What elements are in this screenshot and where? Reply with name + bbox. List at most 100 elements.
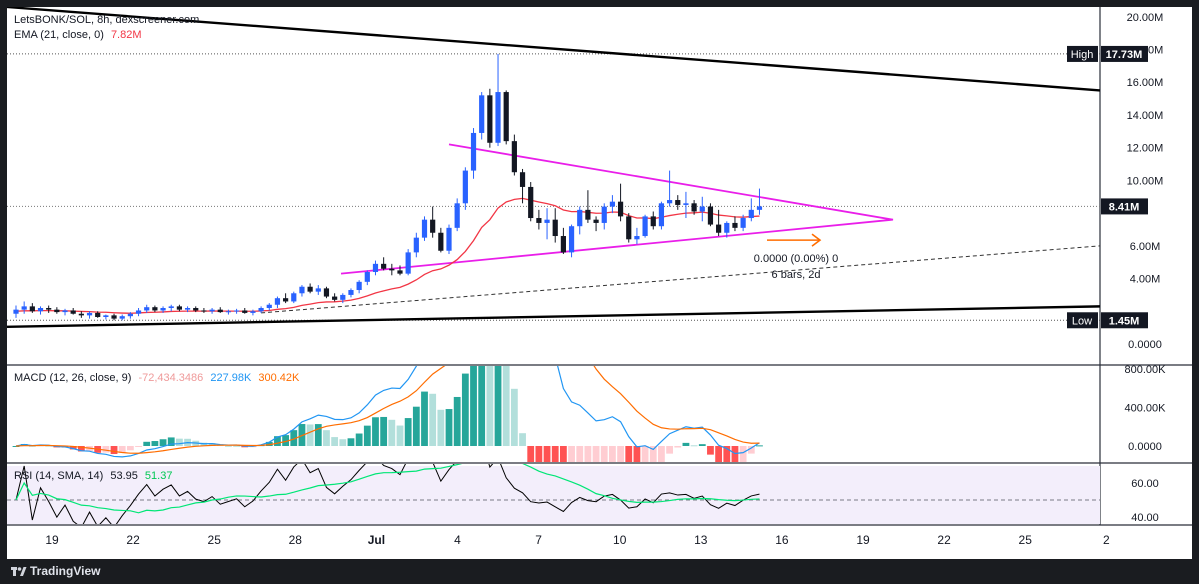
- candle-42: [356, 281, 362, 291]
- candle-32: [274, 298, 281, 305]
- macd-hist-bar-82: [682, 442, 690, 446]
- high-value: 17.73M: [1106, 49, 1143, 61]
- high-label: High: [1071, 49, 1094, 61]
- macd-hist-bar-70: [584, 446, 592, 462]
- candle-44: [372, 263, 379, 273]
- candle-27: [233, 310, 240, 312]
- candle-15: [135, 310, 142, 314]
- candle-76: [634, 236, 640, 240]
- macd-hist-bar-45: [380, 416, 388, 446]
- candle-82: [683, 203, 689, 205]
- macd-hist-bar-64: [535, 446, 543, 462]
- legend-macd-label: MACD (12, 26, close, 9): [14, 372, 132, 384]
- time-tick-label: 13: [694, 533, 708, 547]
- candle-33: [283, 298, 289, 302]
- legend-rsi-sma: 51.37: [144, 470, 173, 482]
- candle-37: [315, 288, 321, 292]
- macd-hist-bar-65: [543, 446, 551, 462]
- macd-hist-bar-0: [12, 446, 20, 447]
- macd-hist-bar-46: [388, 419, 396, 446]
- macd-hist-bar-31: [265, 441, 273, 446]
- candle-40: [340, 294, 346, 300]
- macd-hist-bar-80: [666, 446, 673, 454]
- time-tick-label: 19: [856, 533, 870, 547]
- upper-trendline: [7, 7, 1101, 92]
- candle-28: [242, 310, 248, 313]
- candle-73: [609, 201, 616, 207]
- macd-hist-bar-37: [314, 424, 322, 446]
- macd-hist-bar-73: [609, 446, 616, 462]
- macd-hist-bar-84: [698, 444, 706, 446]
- candle-26: [225, 311, 232, 313]
- tradingview-logo-icon: [11, 567, 27, 576]
- macd-hist-bar-47: [396, 425, 404, 446]
- rsi-pane: [7, 464, 1100, 524]
- macd-hist-bar-2: [28, 445, 36, 447]
- high-value-box: [1101, 45, 1148, 62]
- candle-90: [748, 209, 754, 219]
- candle-77: [642, 216, 648, 237]
- macd-hist-bar-51: [429, 393, 437, 446]
- macd-hist-bar-15: [135, 446, 142, 447]
- macd-hist-bar-58: [486, 366, 494, 446]
- candle-53: [446, 227, 452, 251]
- candle-78: [650, 216, 656, 227]
- macd-hist-bar-59: [494, 366, 502, 446]
- candle-14: [127, 313, 133, 317]
- macd-hist-bar-67: [559, 446, 567, 462]
- candle-83: [691, 203, 697, 212]
- macd-hist-bar-7: [69, 446, 77, 450]
- projection-arrow-head: [811, 233, 822, 247]
- candle-86: [716, 224, 722, 233]
- candle-25: [217, 309, 223, 313]
- candle-56: [470, 132, 477, 171]
- time-tick-label: 22: [937, 533, 951, 547]
- macd-hist-bar-72: [600, 446, 608, 462]
- macd-hist-bar-36: [306, 424, 314, 446]
- candle-30: [258, 308, 264, 312]
- candle-74: [617, 201, 624, 217]
- macd-hist-bar-20: [176, 438, 183, 446]
- candle-19: [168, 306, 174, 309]
- macd-hist-bar-63: [527, 446, 535, 462]
- rsi-tick-label: 60.00: [1131, 478, 1159, 490]
- macd-hist-bar-33: [282, 435, 290, 446]
- macd-hist-bar-50: [421, 391, 428, 446]
- dashed-trendline: [261, 245, 1101, 314]
- candle-10: [95, 312, 101, 318]
- time-tick-label: 25: [208, 533, 222, 547]
- macd-hist-bar-81: [674, 446, 682, 448]
- time-tick-label: 19: [45, 533, 59, 547]
- macd-hist-bar-86: [715, 446, 723, 462]
- price-tick-label: 4.00M: [1130, 274, 1161, 286]
- candle-89: [740, 218, 746, 228]
- macd-hist-bar-66: [551, 446, 559, 462]
- macd-hist-bar-61: [510, 388, 518, 446]
- candle-54: [454, 203, 460, 228]
- candle-0: [13, 309, 19, 314]
- candle-4: [46, 308, 52, 310]
- low-tag: [1067, 312, 1098, 329]
- candle-81: [675, 200, 681, 205]
- macd-hist-bar-34: [290, 430, 298, 446]
- macd-hist-bar-89: [739, 446, 747, 462]
- candle-1: [21, 306, 27, 310]
- current-price-value: 8.41M: [1109, 201, 1140, 213]
- macd-hist-bar-42: [355, 433, 363, 446]
- candle-79: [658, 203, 665, 227]
- candle-58: [487, 95, 493, 143]
- candle-67: [560, 236, 566, 253]
- candle-57: [479, 95, 485, 133]
- candle-80: [667, 200, 673, 204]
- macd-tick-label: 400.00K: [1125, 402, 1167, 414]
- macd-pane: [12, 366, 763, 462]
- macd-hist-bar-76: [633, 446, 641, 462]
- candle-17: [152, 307, 158, 311]
- time-tick-label: 25: [1019, 533, 1033, 547]
- price-tick-label: 20.00M: [1127, 12, 1164, 24]
- macd-tick-label: 0.0000: [1128, 441, 1162, 453]
- candle-31: [266, 304, 272, 309]
- chart-canvas[interactable]: 0.0000 4.00M 6.00M 10.00M 12.00M 14.00M 16.00M…: [7, 7, 1192, 559]
- legend-rsi-value: 53.95: [110, 470, 138, 482]
- macd-hist-bar-69: [576, 446, 584, 462]
